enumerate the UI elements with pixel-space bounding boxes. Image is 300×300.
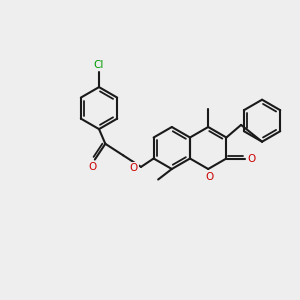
Text: O: O xyxy=(205,172,213,182)
Text: O: O xyxy=(248,154,256,164)
Text: O: O xyxy=(89,161,97,172)
Text: Cl: Cl xyxy=(94,60,104,70)
Text: O: O xyxy=(130,163,138,173)
